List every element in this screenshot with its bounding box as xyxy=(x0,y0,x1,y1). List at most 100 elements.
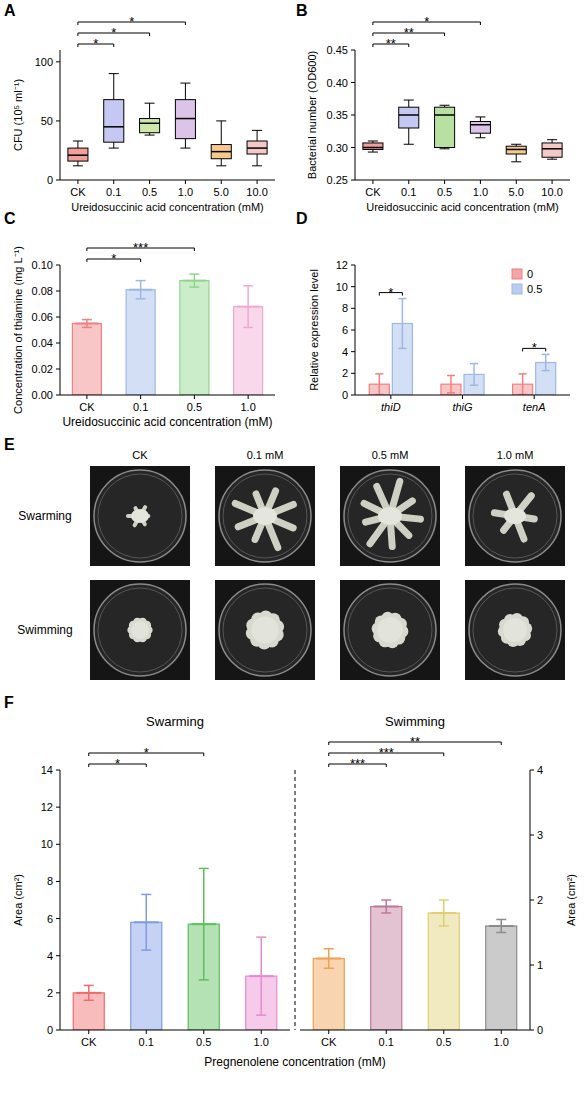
y-tick xyxy=(351,180,355,181)
x-tick xyxy=(444,180,445,184)
whisker-cap-high xyxy=(404,100,414,101)
error-cap xyxy=(136,280,146,282)
x-tick-label: CK xyxy=(365,186,381,198)
bar xyxy=(486,926,517,1030)
median xyxy=(542,148,562,150)
y-tick xyxy=(56,120,60,121)
x-tick-label: tenA xyxy=(523,401,546,413)
petri-dish xyxy=(219,470,311,562)
plate-photo xyxy=(340,466,440,566)
significance-label: ** xyxy=(386,36,396,51)
box xyxy=(470,122,490,134)
plate-photo xyxy=(215,580,315,680)
x-tick xyxy=(501,1030,502,1034)
petri-dish xyxy=(344,470,436,562)
error-cap xyxy=(470,363,478,365)
y-tick xyxy=(351,115,355,116)
box xyxy=(140,119,160,133)
x-tick-label: 5.0 xyxy=(214,186,229,198)
colony xyxy=(378,507,402,525)
error-cap xyxy=(199,979,209,981)
y-tick-label: 10 xyxy=(336,281,348,293)
colony xyxy=(504,508,526,524)
colony xyxy=(131,509,149,523)
marks xyxy=(73,868,277,1030)
y-tick xyxy=(56,955,60,956)
error-cap xyxy=(439,899,449,901)
error-cap xyxy=(447,392,455,394)
petri-dish xyxy=(344,584,436,676)
panel-letter: A xyxy=(4,2,16,19)
petri-rim xyxy=(223,588,307,672)
y-tick-label: 14 xyxy=(41,764,53,776)
x-tick xyxy=(140,395,141,399)
mean-line xyxy=(129,289,152,291)
y-tick-label: 0.06 xyxy=(32,311,53,323)
x-tick-label: 5.0 xyxy=(509,186,524,198)
y-axis-title: Relative expression level xyxy=(308,269,320,391)
x-tick-label: thiG xyxy=(452,401,473,413)
median xyxy=(104,126,124,128)
whisker-low xyxy=(77,161,78,166)
whisker-cap-high xyxy=(440,105,450,106)
y-tick xyxy=(56,844,60,845)
x-tick-label: 0.5 xyxy=(437,186,452,198)
error-cap xyxy=(136,298,146,300)
median xyxy=(211,151,231,153)
box xyxy=(399,107,419,128)
mean-line xyxy=(237,306,260,308)
panel-title: Swarming xyxy=(146,714,204,729)
whisker-high xyxy=(257,130,258,141)
whisker-low xyxy=(185,139,186,148)
y-tick-label: 0 xyxy=(537,1024,543,1036)
x-tick-label: 0.1 xyxy=(139,1036,154,1048)
plate-photo xyxy=(340,580,440,680)
x-tick xyxy=(86,395,87,399)
y-tick xyxy=(56,770,60,771)
y-tick xyxy=(56,265,60,266)
mean-line xyxy=(374,906,399,908)
y-tick xyxy=(56,395,60,396)
y-tick-label: 0 xyxy=(342,389,348,401)
panel-title: Swimming xyxy=(385,714,445,729)
whisker-low xyxy=(113,142,114,148)
mean-line xyxy=(134,921,159,923)
whisker-low xyxy=(221,159,222,166)
x-axis-title: Ureidosuccinic acid concentration (mM) xyxy=(366,201,559,213)
error-cap xyxy=(375,373,383,375)
y-axis xyxy=(60,50,61,180)
x-axis-title: Ureidosuccinic acid concentration (mM) xyxy=(62,415,272,429)
significance-label: ** xyxy=(404,25,414,40)
whisker-low xyxy=(480,133,481,138)
x-tick-label: CK xyxy=(70,186,86,198)
y-tick-label: 0.08 xyxy=(32,285,53,297)
y-tick xyxy=(351,265,355,266)
error-bar xyxy=(545,354,547,370)
y-tick-label: 0 xyxy=(47,174,53,186)
y-axis-title: Concentration of thiamine (mg L⁻¹) xyxy=(12,246,24,414)
mean-line xyxy=(249,975,274,977)
error-bar xyxy=(473,364,475,386)
y-tick-label: 12 xyxy=(336,259,348,271)
significance-label: ** xyxy=(410,734,420,749)
box xyxy=(363,143,383,150)
error-cap xyxy=(439,925,449,927)
whisker-cap-high xyxy=(252,130,262,131)
error-cap xyxy=(496,919,506,921)
colony xyxy=(377,617,403,643)
petri-dish xyxy=(469,584,561,676)
x-tick xyxy=(149,180,150,184)
box xyxy=(435,107,455,147)
petri-rim xyxy=(98,588,182,672)
x-tick-label: 0.1 xyxy=(379,1036,394,1048)
error-cap xyxy=(199,868,209,870)
error-bar xyxy=(402,299,404,349)
column-header: 0.5 mM xyxy=(372,449,409,461)
colony xyxy=(503,618,527,642)
box xyxy=(542,143,562,157)
whisker-low xyxy=(516,154,517,162)
petri-rim xyxy=(348,588,432,672)
whisker-cap-low xyxy=(475,137,485,138)
y-tick-label: 12 xyxy=(41,801,53,813)
error-cap xyxy=(256,936,266,938)
